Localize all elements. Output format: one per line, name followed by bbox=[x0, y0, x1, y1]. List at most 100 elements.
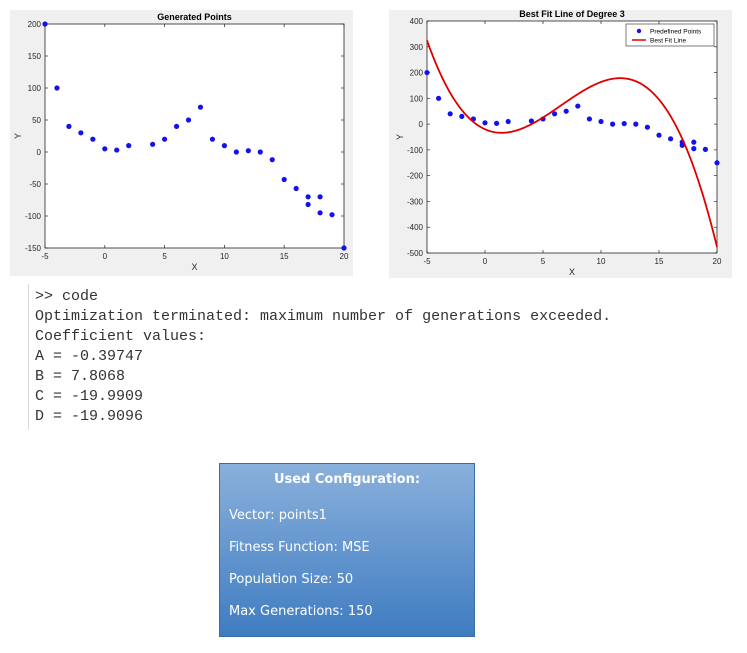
data-point bbox=[341, 245, 347, 251]
x-tick-label: 10 bbox=[220, 252, 229, 261]
y-tick-label: 0 bbox=[37, 148, 42, 157]
data-point bbox=[233, 149, 239, 155]
legend-point-swatch bbox=[636, 28, 642, 34]
data-point bbox=[528, 118, 534, 124]
y-tick-label: -300 bbox=[407, 197, 424, 206]
data-point bbox=[702, 146, 708, 152]
data-point bbox=[221, 143, 227, 149]
y-axis-label: Y bbox=[395, 134, 405, 140]
command-window-output: >> code Optimization terminated: maximum… bbox=[28, 284, 689, 430]
data-point bbox=[66, 123, 72, 129]
coefficient-header: Coefficient values: bbox=[35, 328, 207, 345]
data-point bbox=[563, 108, 569, 114]
data-point bbox=[269, 157, 275, 163]
data-point bbox=[633, 121, 639, 127]
chart-title: Best Fit Line of Degree 3 bbox=[519, 10, 625, 19]
data-point bbox=[197, 104, 204, 110]
data-point bbox=[305, 201, 311, 208]
plot-area bbox=[426, 20, 718, 254]
data-point bbox=[598, 118, 604, 125]
config-vector: Vector: points1 bbox=[229, 508, 327, 523]
data-point bbox=[114, 147, 120, 153]
data-point bbox=[126, 143, 132, 149]
data-point bbox=[691, 139, 697, 145]
y-axis-label: Y bbox=[13, 133, 23, 139]
config-fitness-function: Fitness Function: MSE bbox=[229, 540, 370, 555]
coefficient-a: A = -0.39747 bbox=[35, 348, 144, 365]
legend-box bbox=[625, 23, 715, 47]
data-point bbox=[494, 120, 500, 126]
data-point bbox=[436, 95, 442, 101]
coefficient-b: B = 7.8068 bbox=[35, 368, 126, 385]
data-point bbox=[162, 136, 168, 142]
configuration-box: Used Configuration: Vector: points1 Fitn… bbox=[219, 463, 475, 637]
x-axis-label: X bbox=[569, 267, 575, 277]
y-tick-label: 150 bbox=[28, 52, 42, 61]
data-point bbox=[281, 176, 287, 183]
y-tick-label: 400 bbox=[410, 17, 424, 26]
generated-points-figure: Generated Points X Y -5 0 5 10 15 20 -150 -100 -50 0… bbox=[10, 10, 353, 276]
configuration-title: Used Configuration: bbox=[273, 472, 421, 487]
data-point bbox=[482, 120, 488, 126]
x-tick-label: 5 bbox=[162, 252, 167, 261]
chart-title: Generated Points bbox=[157, 12, 232, 22]
data-point bbox=[257, 149, 263, 155]
best-fit-chart: Best Fit Line of Degree 3 X Y -5 0 5 10 15 20 -50… bbox=[395, 10, 722, 277]
legend-label: Best Fit Line bbox=[650, 38, 687, 45]
data-point bbox=[173, 123, 180, 129]
data-point bbox=[691, 146, 697, 152]
plot-area bbox=[44, 23, 345, 249]
termination-message: Optimization terminated: maximum number … bbox=[35, 308, 612, 325]
x-tick-label: 20 bbox=[340, 252, 349, 261]
data-point bbox=[644, 124, 650, 130]
data-point bbox=[150, 141, 156, 147]
coefficient-d: D = -19.9096 bbox=[35, 408, 144, 425]
data-point bbox=[42, 21, 48, 27]
data-point bbox=[459, 113, 465, 119]
data-point bbox=[610, 121, 616, 127]
data-point bbox=[668, 136, 674, 142]
data-point bbox=[586, 116, 592, 122]
x-tick-label: 0 bbox=[483, 257, 488, 266]
data-point bbox=[575, 103, 581, 109]
data-point bbox=[305, 194, 311, 200]
y-tick-label: -50 bbox=[29, 180, 41, 189]
data-point bbox=[90, 136, 96, 142]
y-tick-label: 0 bbox=[419, 120, 424, 129]
y-tick-label: -400 bbox=[407, 223, 424, 232]
x-tick-label: 10 bbox=[597, 257, 606, 266]
data-point bbox=[621, 120, 627, 127]
data-point bbox=[447, 111, 453, 117]
x-tick-label: 20 bbox=[713, 257, 722, 266]
config-population-size: Population Size: 50 bbox=[229, 572, 354, 587]
y-tick-label: 50 bbox=[32, 116, 41, 125]
x-axis-label: X bbox=[191, 262, 197, 272]
data-point bbox=[293, 185, 299, 192]
x-tick-label: 15 bbox=[280, 252, 289, 261]
data-point bbox=[505, 118, 511, 125]
data-point bbox=[54, 85, 60, 91]
x-tick-label: 15 bbox=[655, 257, 664, 266]
y-tick-label: -100 bbox=[25, 212, 42, 221]
x-tick-label: -5 bbox=[423, 257, 431, 266]
config-max-generations: Max Generations: 150 bbox=[229, 604, 373, 619]
y-tick-label: 200 bbox=[410, 69, 424, 78]
data-point bbox=[424, 69, 430, 76]
data-point bbox=[185, 117, 192, 123]
data-point bbox=[329, 212, 335, 218]
y-tick-label: 100 bbox=[28, 84, 42, 93]
data-point bbox=[679, 142, 685, 148]
data-point bbox=[102, 146, 108, 152]
x-tick-label: 5 bbox=[541, 257, 546, 266]
data-point bbox=[78, 130, 84, 136]
y-tick-label: 200 bbox=[28, 20, 42, 29]
data-point bbox=[317, 194, 323, 200]
best-fit-figure: Best Fit Line of Degree 3 X Y -5 0 5 10 15 20 -50… bbox=[389, 10, 732, 278]
y-tick-label: 300 bbox=[410, 43, 424, 52]
data-point bbox=[656, 132, 662, 138]
coefficient-c: C = -19.9909 bbox=[35, 388, 144, 405]
y-tick-label: -500 bbox=[407, 249, 424, 258]
legend-label: Predefined Points bbox=[650, 29, 702, 36]
fit-line bbox=[426, 40, 718, 248]
